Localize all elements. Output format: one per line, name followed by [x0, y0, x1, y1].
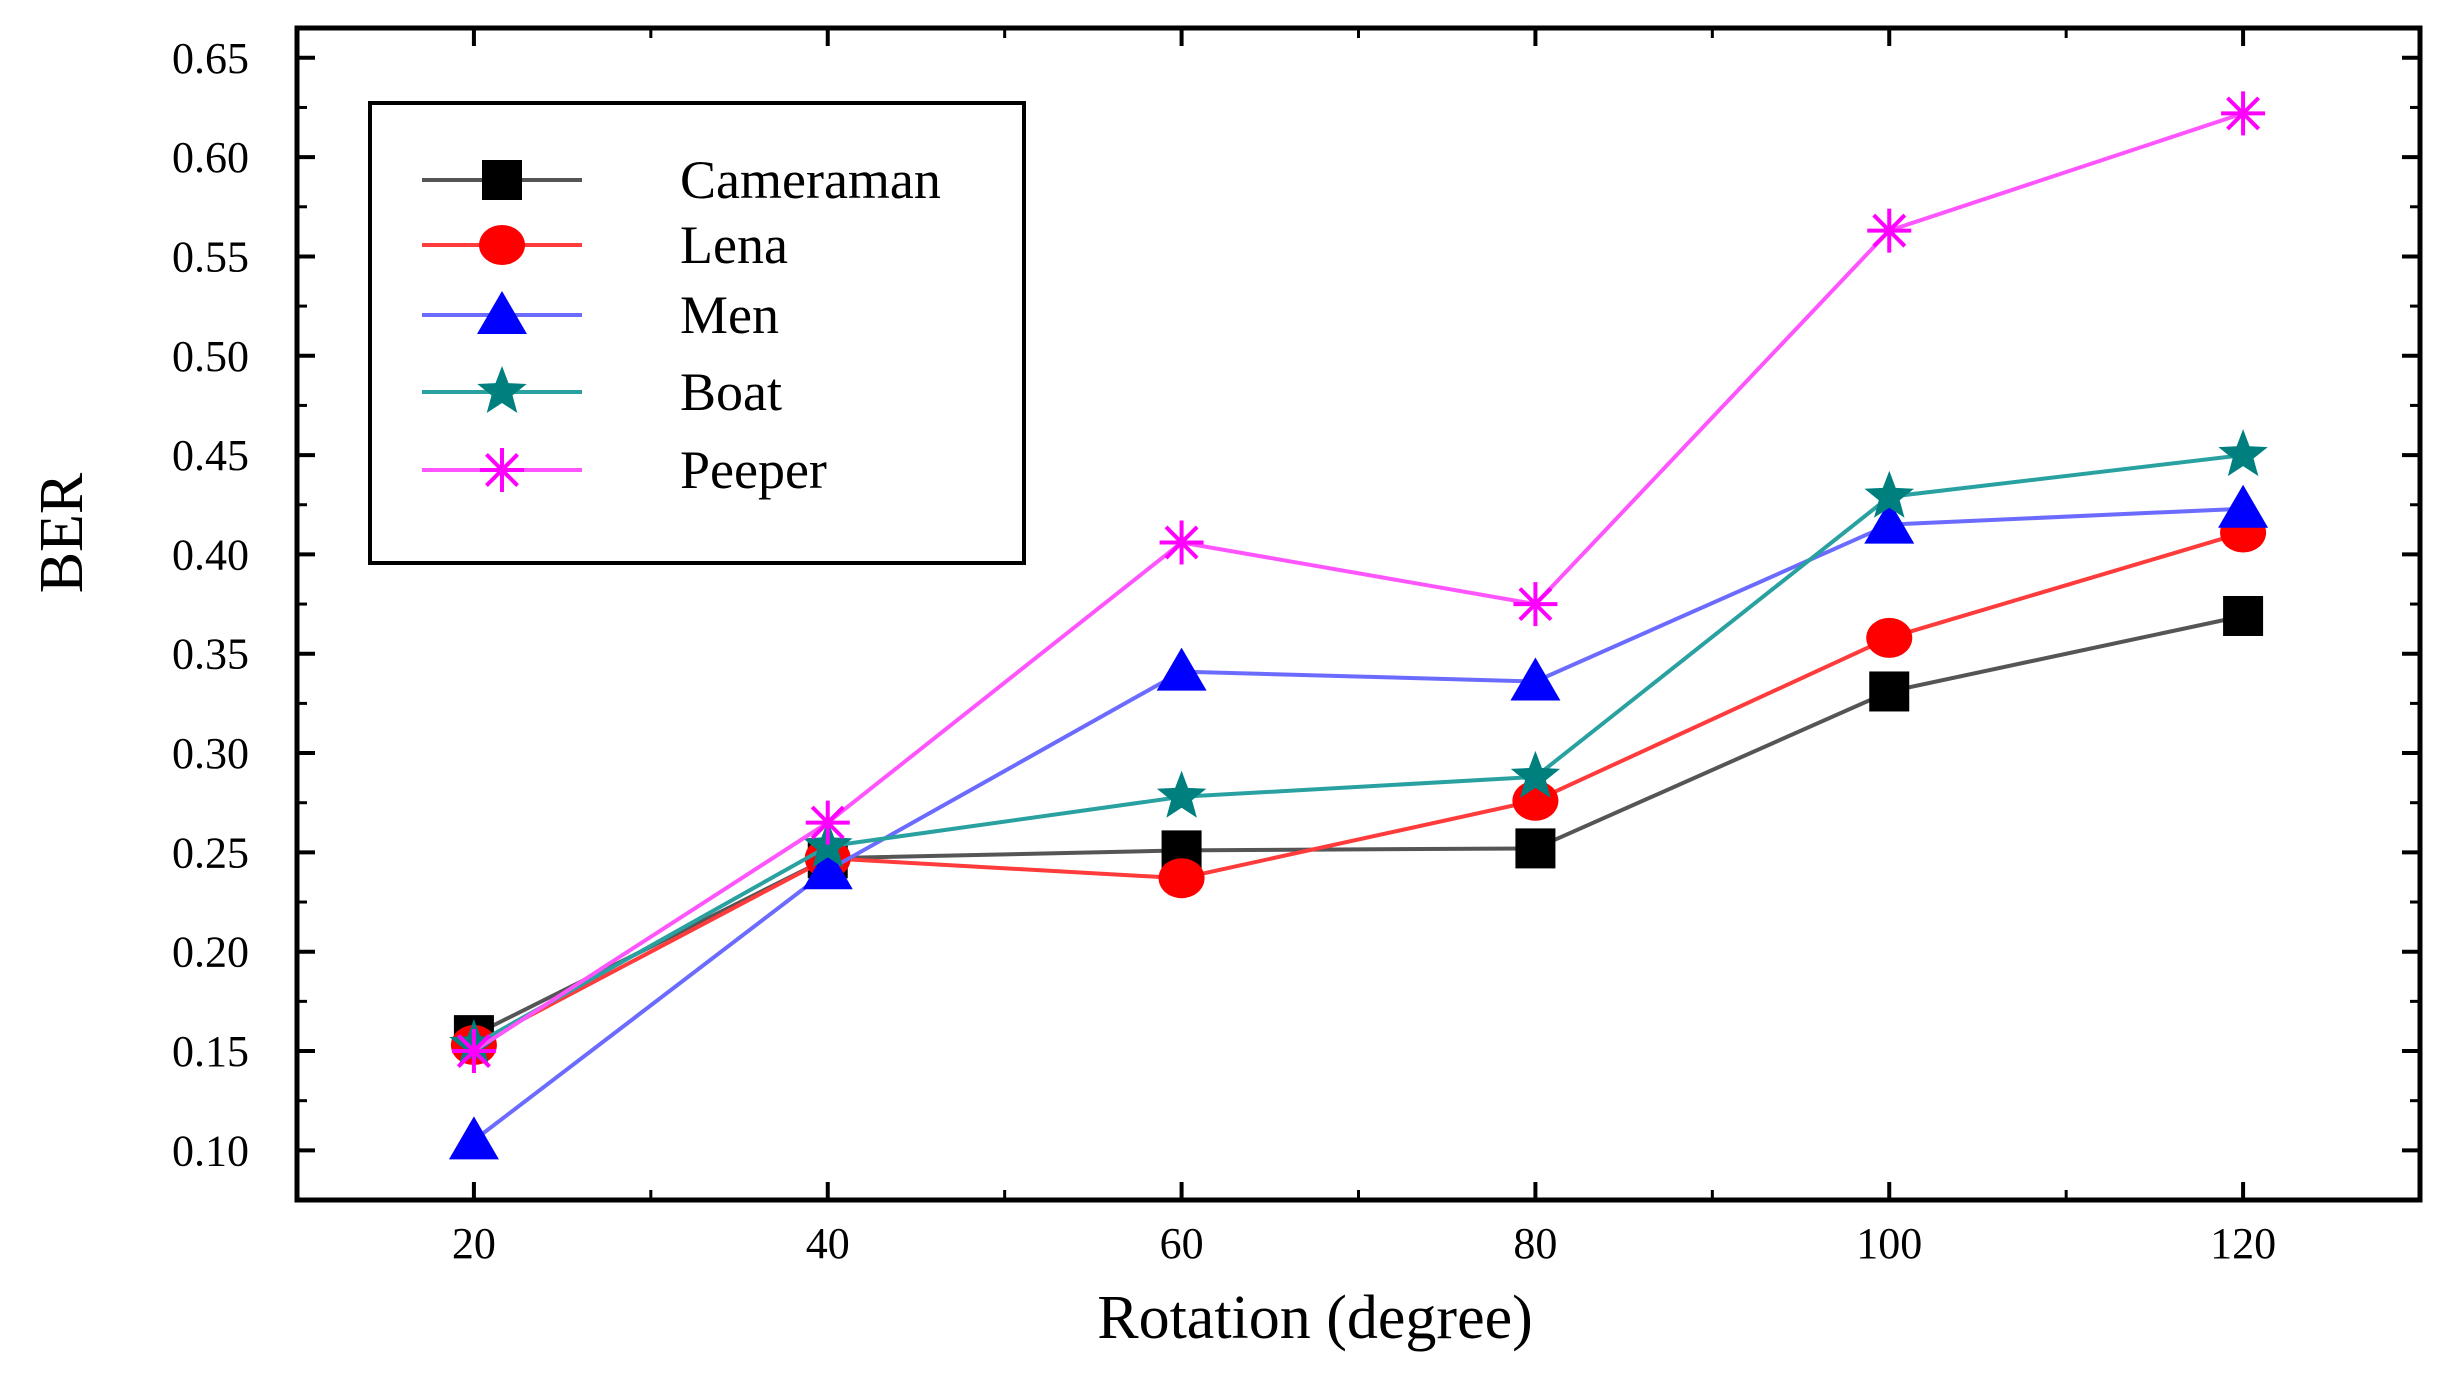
y-tick-labels: 0.10 0.15 0.20 0.25 0.30 0.35 0.40 0.45 0.50 0.55… — [172, 34, 249, 1176]
data-point — [1864, 470, 1914, 518]
asterisk-stroke — [2226, 96, 2261, 131]
legend-label: Cameraman — [680, 150, 941, 210]
data-point — [448, 1116, 499, 1160]
data-point — [1510, 657, 1561, 701]
y-tick-label: 0.50 — [172, 332, 249, 381]
legend-item-boat: Boat — [422, 362, 782, 422]
y-tick-label: 0.25 — [172, 828, 249, 877]
y-tick-label: 0.20 — [172, 928, 249, 977]
y-axis-title: BER — [28, 472, 96, 593]
y-tick-label: 0.10 — [172, 1126, 249, 1175]
data-point — [1515, 828, 1556, 869]
x-tick-label: 120 — [2210, 1219, 2276, 1268]
data-point — [1864, 500, 1915, 544]
series-line — [472, 530, 2244, 1047]
data-point — [2218, 484, 2269, 528]
legend-marker — [480, 448, 524, 492]
legend-marker — [479, 225, 525, 265]
series-line — [472, 506, 2244, 1142]
series-men — [448, 484, 2269, 1160]
y-tick-label: 0.30 — [172, 729, 249, 778]
asterisk-stroke — [810, 805, 845, 840]
legend-item-cameraman: Cameraman — [422, 150, 941, 210]
asterisk-stroke — [1164, 525, 1199, 560]
x-tick-labels: 20 40 60 80 100 120 — [452, 1219, 2276, 1268]
x-tick-label: 20 — [452, 1219, 496, 1268]
data-point — [1156, 770, 1207, 818]
asterisk-stroke — [456, 1034, 491, 1068]
y-tick-label: 0.15 — [172, 1027, 249, 1076]
data-point — [802, 846, 853, 890]
y-tick-label: 0.40 — [172, 530, 249, 579]
series-line — [473, 614, 2244, 1037]
legend-item-lena: Lena — [422, 215, 788, 275]
y-tick-label: 0.35 — [172, 630, 249, 679]
data-point — [805, 800, 850, 845]
asterisk-stroke — [1872, 213, 1907, 248]
legend-item-peeper: Peeper — [422, 440, 827, 500]
asterisk-stroke — [1518, 587, 1553, 622]
data-point — [451, 1029, 496, 1074]
x-tick-label: 100 — [1856, 1219, 1922, 1268]
data-point — [2223, 595, 2264, 636]
series-layer — [448, 91, 2269, 1160]
series-cameraman — [453, 595, 2264, 1056]
x-tick-label: 60 — [1160, 1219, 1204, 1268]
y-tick-label: 0.55 — [172, 232, 249, 281]
series-line — [472, 111, 2244, 1053]
x-tick-label: 80 — [1513, 1219, 1557, 1268]
y-tick-label: 0.45 — [172, 431, 249, 480]
legend-label: Peeper — [680, 440, 827, 500]
axis-ticks — [297, 28, 2420, 1200]
y-tick-label: 0.65 — [172, 34, 249, 83]
series-line — [472, 453, 2244, 1047]
data-point — [1867, 208, 1912, 253]
data-point — [1156, 647, 1207, 691]
x-tick-label: 40 — [806, 1219, 850, 1268]
x-axis-title: Rotation (degree) — [1097, 1284, 1533, 1352]
legend-marker — [482, 160, 522, 200]
series-peeper — [451, 91, 2266, 1074]
legend-marker — [477, 291, 527, 334]
data-point — [1510, 750, 1561, 798]
legend-label: Lena — [680, 215, 788, 275]
data-point — [1158, 858, 1205, 899]
data-point — [2218, 429, 2268, 477]
legend-item-men: Men — [422, 285, 779, 345]
data-point — [1513, 582, 1558, 627]
legend-label: Men — [680, 285, 779, 345]
legend-marker — [477, 366, 527, 413]
data-point — [1869, 671, 1910, 712]
data-point — [1866, 617, 1913, 658]
data-point — [2221, 91, 2266, 136]
asterisk-stroke — [485, 453, 519, 487]
legend-label: Boat — [680, 362, 782, 422]
y-tick-label: 0.60 — [172, 133, 249, 182]
data-point — [1159, 520, 1204, 565]
